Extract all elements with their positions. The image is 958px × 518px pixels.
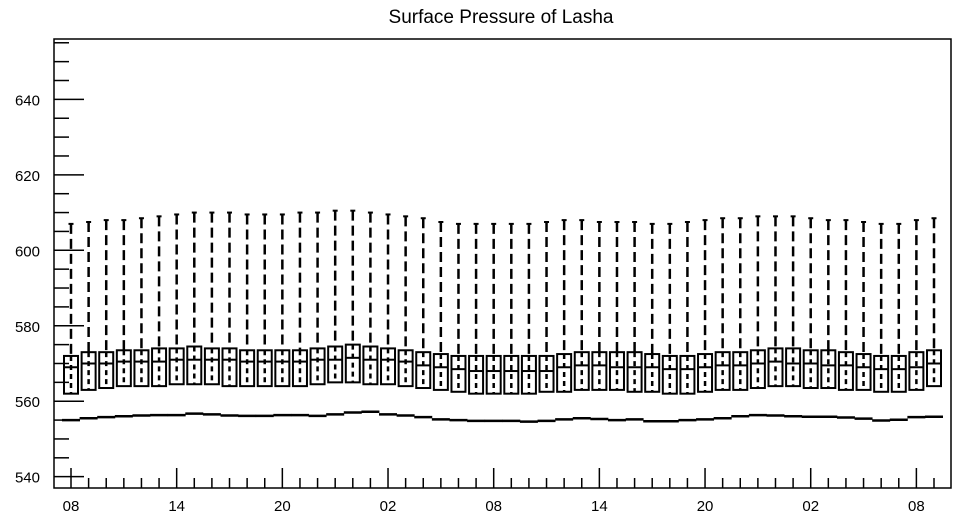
x-tick-label: 08 — [63, 498, 80, 515]
box-item — [97, 219, 116, 419]
x-axis: 08 14 20 02 08 14 20 02 08 — [63, 468, 935, 515]
box-item — [150, 215, 169, 417]
box-item — [889, 222, 908, 421]
x-tick-label: 20 — [697, 498, 714, 515]
box-item — [167, 213, 186, 417]
y-tick-label: 580 — [15, 319, 40, 336]
box-item — [467, 222, 486, 423]
box-item — [449, 222, 468, 422]
x-tick-label: 14 — [591, 498, 608, 515]
box-item — [255, 213, 274, 418]
x-tick-label: 02 — [802, 498, 819, 515]
box-item — [607, 220, 626, 422]
box-item — [678, 220, 697, 422]
box-item — [202, 211, 221, 416]
y-tick-label: 620 — [15, 168, 40, 185]
box-item — [925, 217, 943, 418]
y-tick-label: 560 — [15, 394, 40, 411]
box-item — [784, 215, 803, 418]
box-item — [308, 211, 327, 418]
box-item — [801, 217, 820, 418]
chart-title: Surface Pressure of Lasha — [389, 7, 614, 28]
box-item — [713, 217, 732, 420]
box-item — [326, 209, 345, 416]
box-item — [748, 215, 767, 417]
box-item — [836, 219, 855, 419]
box-item — [379, 213, 398, 416]
box-item — [731, 217, 750, 418]
box-item — [907, 219, 926, 419]
x-tick-label: 20 — [274, 498, 291, 515]
box-item — [696, 219, 715, 421]
box-item — [502, 222, 521, 423]
box-item — [590, 220, 609, 421]
box-item — [537, 220, 556, 423]
x-tick-label: 14 — [168, 498, 185, 515]
box-item — [431, 220, 450, 421]
box-item — [396, 215, 415, 417]
box-item — [643, 222, 662, 423]
box-item — [343, 209, 362, 414]
box-item — [273, 213, 292, 417]
box-item — [290, 211, 309, 417]
box-item — [132, 217, 151, 417]
box-item — [519, 222, 538, 423]
y-tick-label: 640 — [15, 92, 40, 109]
y-tick-label: 600 — [15, 243, 40, 260]
box-item — [854, 220, 873, 420]
box-item — [572, 219, 591, 420]
x-tick-label: 08 — [485, 498, 502, 515]
plot-frame — [53, 38, 952, 489]
box-item — [185, 211, 204, 415]
box-item — [766, 215, 785, 417]
box-item — [79, 220, 98, 420]
box-plot-series — [62, 209, 943, 423]
box-item — [220, 211, 239, 417]
box-item — [62, 222, 80, 422]
y-axis: 540 560 580 600 620 640 — [15, 42, 84, 487]
x-tick-label: 02 — [380, 498, 397, 515]
box-item — [660, 222, 679, 423]
box-item — [872, 222, 891, 422]
box-item — [361, 211, 380, 414]
box-item — [625, 220, 644, 421]
y-tick-label: 540 — [15, 470, 40, 487]
x-tick-label: 08 — [908, 498, 925, 515]
box-item — [114, 219, 133, 418]
box-item — [819, 219, 838, 418]
box-item — [238, 213, 257, 418]
box-item — [414, 217, 433, 419]
box-item — [555, 219, 574, 421]
box-item — [484, 222, 503, 423]
